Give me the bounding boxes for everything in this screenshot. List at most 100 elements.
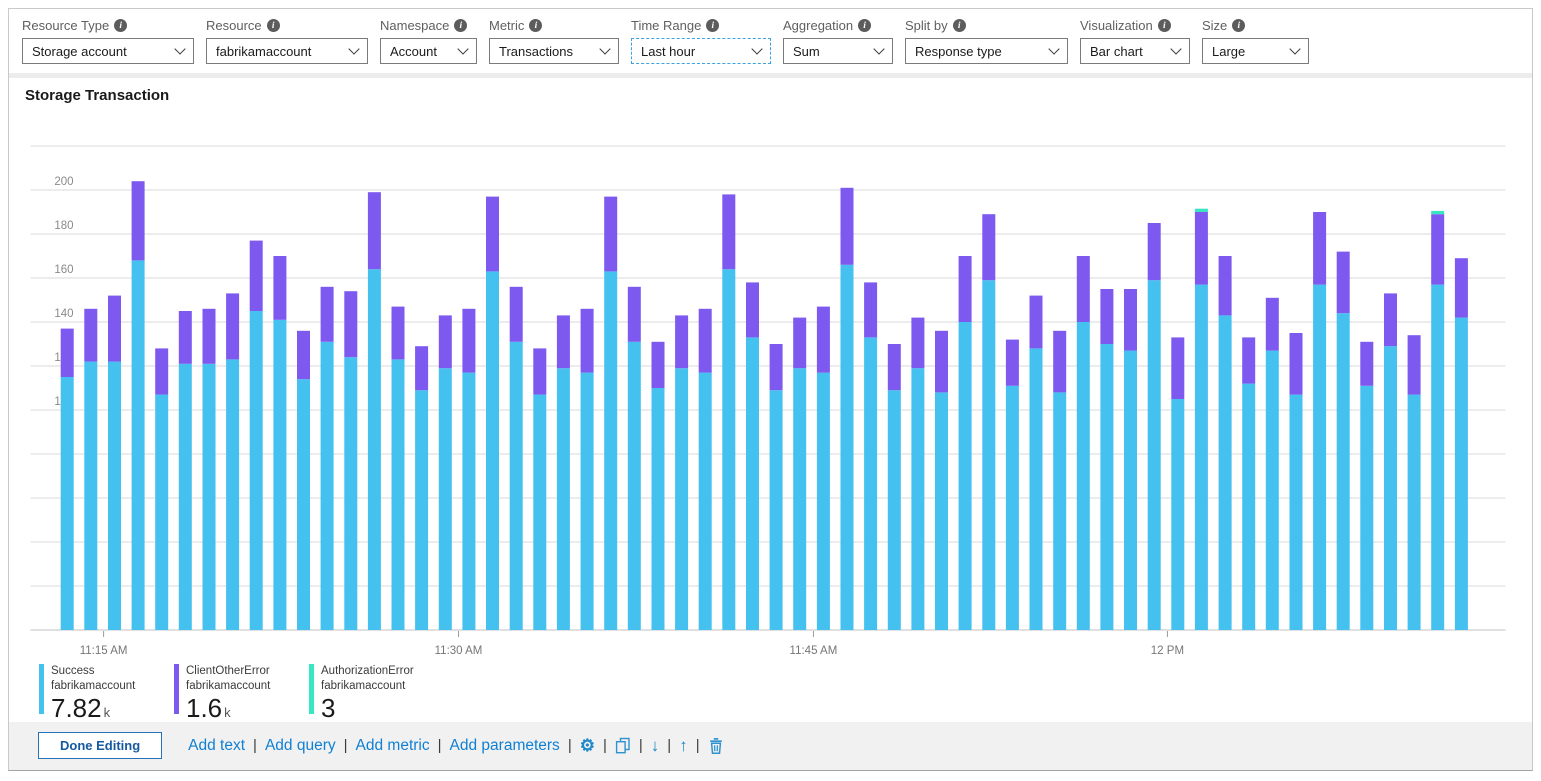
bar[interactable] xyxy=(1029,295,1043,631)
bar[interactable] xyxy=(486,196,499,631)
info-icon[interactable]: i xyxy=(454,19,468,32)
bar[interactable] xyxy=(1171,337,1185,631)
bar[interactable] xyxy=(1100,289,1114,631)
copy-icon[interactable] xyxy=(615,737,631,754)
bar[interactable] xyxy=(273,256,287,631)
gear-icon[interactable]: ⚙ xyxy=(580,737,595,754)
add-query-link[interactable]: Add query xyxy=(264,736,336,754)
bar[interactable] xyxy=(604,196,618,631)
bar[interactable] xyxy=(1124,289,1137,631)
done-editing-button[interactable]: Done Editing xyxy=(38,732,163,759)
legend-item-authorizationerror[interactable]: AuthorizationError fabrikamaccount 3 xyxy=(309,664,444,722)
bar[interactable] xyxy=(935,330,948,631)
bar[interactable] xyxy=(178,311,192,631)
arrow-up-icon[interactable]: ↑ xyxy=(679,737,688,754)
add-parameters-link[interactable]: Add parameters xyxy=(449,736,560,754)
bar[interactable] xyxy=(1407,335,1421,631)
bar[interactable] xyxy=(911,317,925,631)
select-value: Response type xyxy=(915,43,1002,59)
bar[interactable] xyxy=(367,192,381,631)
bar[interactable] xyxy=(438,315,452,631)
bar-segment-clientothererror xyxy=(344,291,358,358)
bar[interactable] xyxy=(1431,211,1445,631)
bar[interactable] xyxy=(556,315,570,631)
legend-item-success[interactable]: Success fabrikamaccount 7.82 k xyxy=(39,664,174,722)
bar[interactable] xyxy=(1384,293,1397,631)
bar[interactable] xyxy=(887,344,901,631)
info-icon[interactable]: i xyxy=(266,19,280,32)
bar[interactable] xyxy=(1147,223,1161,631)
legend-item-clientothererror[interactable]: ClientOtherError fabrikamaccount 1.6 k xyxy=(174,664,309,722)
arrow-down-icon[interactable]: ↓ xyxy=(651,737,660,754)
bar[interactable] xyxy=(108,295,121,631)
bar[interactable] xyxy=(982,214,996,631)
bar[interactable] xyxy=(840,187,854,631)
bar[interactable] xyxy=(958,256,972,631)
info-icon[interactable]: i xyxy=(1232,19,1246,32)
bar[interactable] xyxy=(1265,297,1279,631)
trash-icon[interactable] xyxy=(708,737,724,755)
add-text-link[interactable]: Add text xyxy=(188,736,246,754)
bar[interactable] xyxy=(131,181,145,631)
resource-select[interactable]: fabrikamaccount xyxy=(206,38,368,64)
bar[interactable] xyxy=(226,293,240,631)
bar[interactable] xyxy=(1194,208,1208,631)
bar[interactable] xyxy=(698,308,712,631)
bar[interactable] xyxy=(746,282,759,631)
bar[interactable] xyxy=(1218,256,1232,631)
bar[interactable] xyxy=(651,341,665,631)
bar[interactable] xyxy=(580,308,594,631)
bar-segment-success xyxy=(864,337,878,631)
bar[interactable] xyxy=(1454,258,1468,631)
bar[interactable] xyxy=(391,306,405,631)
bar[interactable] xyxy=(864,282,878,631)
split-by-select[interactable]: Response type xyxy=(905,38,1068,64)
bar-segment-clientothererror xyxy=(273,256,287,320)
bar[interactable] xyxy=(722,194,736,631)
info-icon[interactable]: i xyxy=(114,19,128,32)
bar[interactable] xyxy=(509,286,523,631)
bar[interactable] xyxy=(793,317,807,631)
bar-segment-success xyxy=(1124,350,1137,631)
bar[interactable] xyxy=(297,330,310,631)
bar[interactable] xyxy=(1242,337,1256,631)
bar[interactable] xyxy=(415,346,429,631)
bar[interactable] xyxy=(1336,251,1350,631)
bar[interactable] xyxy=(1005,339,1019,631)
bar[interactable] xyxy=(249,240,263,631)
bar[interactable] xyxy=(344,291,358,631)
bar[interactable] xyxy=(202,308,216,631)
visualization-select[interactable]: Bar chart xyxy=(1080,38,1190,64)
bar[interactable] xyxy=(816,306,830,631)
bar[interactable] xyxy=(1053,330,1067,631)
bar[interactable] xyxy=(60,328,74,631)
bar[interactable] xyxy=(533,348,547,631)
aggregation-select[interactable]: Sum xyxy=(783,38,893,64)
resource-type-select[interactable]: Storage account xyxy=(22,38,194,64)
metric-select[interactable]: Transactions xyxy=(489,38,619,64)
bar[interactable] xyxy=(84,308,98,631)
bar[interactable] xyxy=(1076,256,1090,631)
info-icon[interactable]: i xyxy=(1157,19,1171,32)
bar[interactable] xyxy=(320,286,334,631)
bar-segment-clientothererror xyxy=(462,308,476,373)
info-icon[interactable]: i xyxy=(706,19,720,32)
field-metric: Metric i Transactions xyxy=(489,17,619,64)
bar[interactable] xyxy=(769,344,783,631)
legend-value-unit: k xyxy=(224,705,231,720)
info-icon[interactable]: i xyxy=(529,19,543,32)
info-icon[interactable]: i xyxy=(858,19,872,32)
bar[interactable] xyxy=(1313,212,1327,631)
bar[interactable] xyxy=(155,348,169,631)
legend-swatch xyxy=(309,664,314,715)
info-icon[interactable]: i xyxy=(952,19,966,32)
bar[interactable] xyxy=(627,286,641,631)
size-select[interactable]: Large xyxy=(1202,38,1309,64)
add-metric-link[interactable]: Add metric xyxy=(355,736,430,754)
bar[interactable] xyxy=(1289,333,1303,631)
time-range-select[interactable]: Last hour xyxy=(631,38,771,64)
bar[interactable] xyxy=(675,315,689,631)
bar[interactable] xyxy=(462,308,476,631)
bar[interactable] xyxy=(1360,341,1374,631)
namespace-select[interactable]: Account xyxy=(380,38,477,64)
